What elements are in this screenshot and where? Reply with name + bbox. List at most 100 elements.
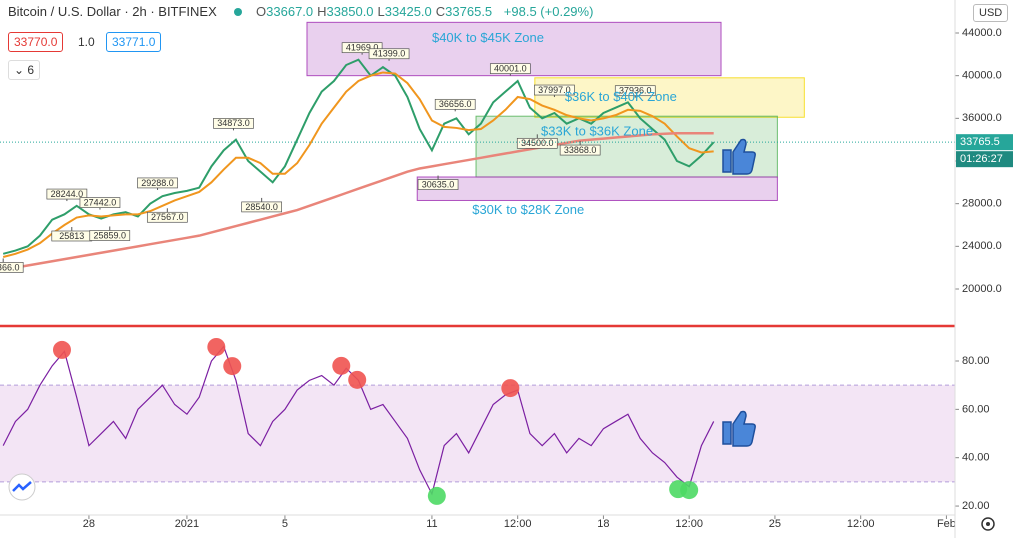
annotation-label: 28540.0 bbox=[245, 202, 278, 212]
last-price-label: 33765.5 bbox=[960, 136, 1000, 148]
price-annotation bbox=[417, 179, 459, 190]
x-tick-label: 12:00 bbox=[847, 518, 875, 530]
price-annotation bbox=[516, 137, 558, 149]
annotation-label: 25813 bbox=[59, 231, 84, 241]
settings-gear[interactable] bbox=[981, 517, 995, 531]
signal-marker bbox=[52, 340, 71, 359]
ohlc-value: 33850.0 bbox=[326, 4, 374, 19]
y-tick-label: 20.00 bbox=[962, 500, 990, 512]
ohlc-label: C bbox=[435, 4, 446, 19]
signal-marker bbox=[427, 486, 446, 505]
annotation-label: 30635.0 bbox=[422, 179, 455, 189]
y-tick-label: 36000.0 bbox=[962, 112, 1002, 124]
rsi-band bbox=[0, 385, 955, 482]
annotation-label: 34500.0 bbox=[521, 138, 554, 148]
annotation-label: 37997.0 bbox=[538, 85, 571, 95]
annotation-label: 40001.0 bbox=[494, 64, 527, 74]
x-tick-label: 2021 bbox=[175, 518, 199, 530]
y-tick-label: 24000.0 bbox=[962, 240, 1002, 252]
indicators-toggle[interactable]: ⌄ 6 bbox=[8, 60, 41, 80]
price-annotation bbox=[0, 262, 24, 273]
y-tick-label: 20000.0 bbox=[962, 283, 1002, 295]
x-tick-label: 12:00 bbox=[504, 518, 532, 530]
thumbs-up-icon bbox=[722, 138, 756, 175]
signal-marker bbox=[207, 337, 226, 356]
annotation-label: 33868.0 bbox=[564, 145, 597, 155]
change: +98.5 (+0.29%) bbox=[503, 4, 594, 19]
countdown-box bbox=[956, 151, 1013, 168]
x-tick-label: 11 bbox=[426, 518, 437, 530]
tradingview-logo bbox=[8, 473, 36, 501]
ohlc-value: 33765.5 bbox=[445, 4, 493, 19]
currency[interactable]: USD bbox=[973, 4, 1009, 22]
annotation-label: 41399.0 bbox=[373, 49, 406, 59]
zone-label: $40K to $45K Zone bbox=[432, 30, 544, 45]
x-tick-label: 25 bbox=[769, 518, 781, 530]
series-line bbox=[2, 132, 714, 272]
thumbs-up-icon bbox=[722, 410, 756, 447]
price-annotation bbox=[89, 230, 131, 241]
price-annotation bbox=[534, 84, 575, 96]
annotation-label: 29288.0 bbox=[141, 178, 174, 188]
plot-layer: 20000.024000.028000.032000.036000.040000… bbox=[0, 21, 1013, 530]
y-tick-label: 40000.0 bbox=[962, 70, 1002, 82]
price-annotation bbox=[614, 85, 656, 97]
annotation-label: 41969.0 bbox=[346, 43, 379, 53]
x-tick-label: 28 bbox=[83, 518, 95, 530]
signal-marker bbox=[348, 370, 367, 389]
annotation-label: 25859.0 bbox=[93, 230, 126, 240]
spread: 1.0 bbox=[78, 35, 95, 49]
ohlc-label: O bbox=[256, 4, 267, 19]
zone-label: $36K to $40K Zone bbox=[565, 89, 677, 104]
signal-marker bbox=[223, 357, 242, 376]
y-tick-label: 60.00 bbox=[962, 403, 990, 415]
price-annotation bbox=[368, 48, 410, 60]
price-annotation bbox=[489, 63, 531, 75]
symbol-title[interactable]: Bitcoin / U.S. Dollar · 2h · BITFINEX bbox=[8, 4, 217, 19]
zone-label: $33K to $36K Zone bbox=[541, 124, 653, 139]
price-annotation bbox=[341, 42, 383, 54]
annotation-label: 37936.0 bbox=[619, 86, 652, 96]
ohlc-value: 33425.0 bbox=[384, 4, 432, 19]
y-tick-label: 28000.0 bbox=[962, 198, 1002, 210]
x-tick-label: 5 bbox=[282, 518, 288, 530]
x-tick-label: 12:00 bbox=[675, 518, 703, 530]
zone bbox=[534, 77, 805, 118]
price-annotation bbox=[559, 144, 601, 156]
y-tick-label: 44000.0 bbox=[962, 27, 1002, 39]
annotation-label: 22866.0 bbox=[0, 262, 19, 272]
y-tick-label: 40.00 bbox=[962, 452, 990, 464]
pane: 20.00 40.00 60.00 80.00 28 2021 5 11 12:00 18 12:0… bbox=[0, 337, 990, 530]
indicator-count: 6 bbox=[27, 63, 35, 77]
price-annotation bbox=[434, 98, 476, 110]
y-tick-label: 80.00 bbox=[962, 355, 990, 367]
annotation-label: 34873.0 bbox=[217, 118, 250, 128]
pane: 20000.024000.028000.032000.036000.040000… bbox=[0, 21, 1013, 295]
ask-price[interactable]: 33771.0 bbox=[106, 32, 162, 52]
ohlc-label: H bbox=[317, 4, 327, 19]
ohlc-value: 33667.0 bbox=[266, 4, 314, 19]
price-annotation bbox=[46, 188, 88, 200]
price-annotation bbox=[213, 118, 254, 129]
header: Bitcoin / U.S. Dollar · 2h · BITFINEX O3… bbox=[8, 4, 597, 19]
x-tick-label: 18 bbox=[597, 518, 609, 530]
last-price-box bbox=[956, 134, 1013, 151]
annotation-label: 27567.0 bbox=[151, 212, 184, 222]
signal-marker bbox=[332, 356, 351, 375]
price-annotation bbox=[146, 211, 188, 223]
annotation-label: 28244.0 bbox=[51, 189, 84, 199]
zone-label: $30K to $28K Zone bbox=[472, 202, 584, 217]
countdown-label: 01:26:27 bbox=[960, 153, 1003, 165]
zone bbox=[416, 176, 778, 201]
price-annotation bbox=[79, 197, 121, 208]
ohlc-label: L bbox=[377, 4, 385, 19]
series-line bbox=[2, 71, 714, 258]
price-annotation bbox=[137, 177, 178, 189]
status-dot bbox=[234, 8, 243, 16]
annotation-label: 36656.0 bbox=[439, 99, 472, 109]
bid-price[interactable]: 33770.0 bbox=[8, 32, 64, 52]
ohlc: O33667.0 H33850.0 L33425.0 C33765.5 bbox=[256, 4, 496, 19]
annotation-label: 27442.0 bbox=[84, 197, 117, 207]
